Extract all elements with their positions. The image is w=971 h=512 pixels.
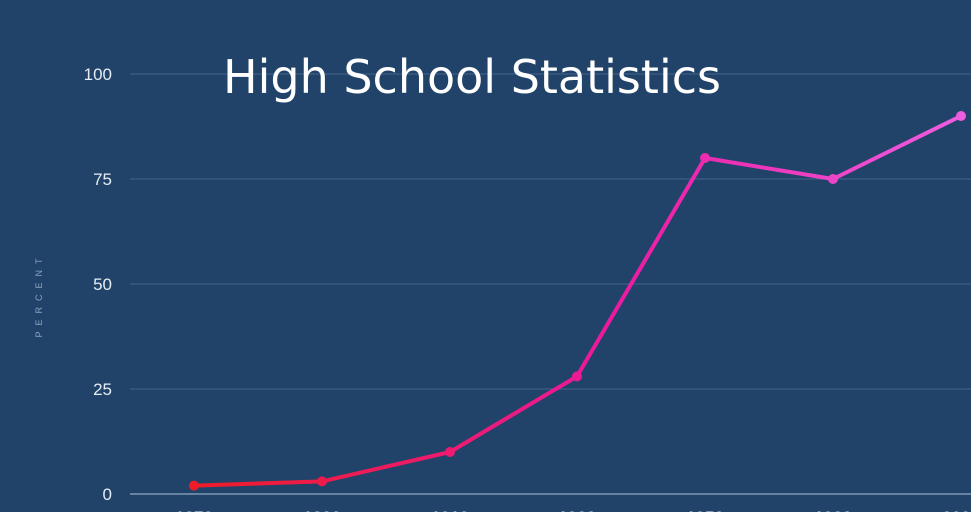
x-tick-label-1870: 1870 — [175, 508, 213, 512]
gridlines — [130, 73, 971, 495]
y-tick-label-100: 100 — [84, 65, 112, 84]
y-tick-label-50: 50 — [93, 275, 112, 294]
data-point-1980[interactable] — [828, 174, 838, 184]
x-tick-label-1890: 1890 — [303, 508, 341, 512]
data-point-1910[interactable] — [445, 447, 455, 457]
y-tick-label-0: 0 — [103, 485, 112, 504]
series-line-0 — [192, 114, 963, 488]
y-axis-ticks: 0 25 50 75 100 — [84, 65, 112, 504]
y-tick-label-75: 75 — [93, 170, 112, 189]
data-point-2000[interactable] — [956, 111, 966, 121]
data-point-1890[interactable] — [317, 476, 327, 487]
x-tick-label-2000: 2000 — [942, 508, 971, 512]
data-point-1930[interactable] — [572, 371, 582, 382]
x-axis-ticks: 1870 1890 1910 1930 1950 1980 2000 — [175, 508, 971, 512]
x-tick-label-1930: 1930 — [558, 508, 596, 512]
x-tick-label-1980: 1980 — [814, 508, 852, 512]
y-axis-label: PERCENT — [34, 252, 44, 337]
chart-title: High School Statistics — [223, 50, 721, 104]
series-layer — [189, 111, 966, 491]
x-tick-label-1910: 1910 — [431, 508, 469, 512]
data-point-1950[interactable] — [700, 153, 710, 163]
y-tick-label-25: 25 — [93, 380, 112, 399]
x-tick-label-1950: 1950 — [686, 508, 724, 512]
data-point-1870[interactable] — [189, 480, 199, 491]
